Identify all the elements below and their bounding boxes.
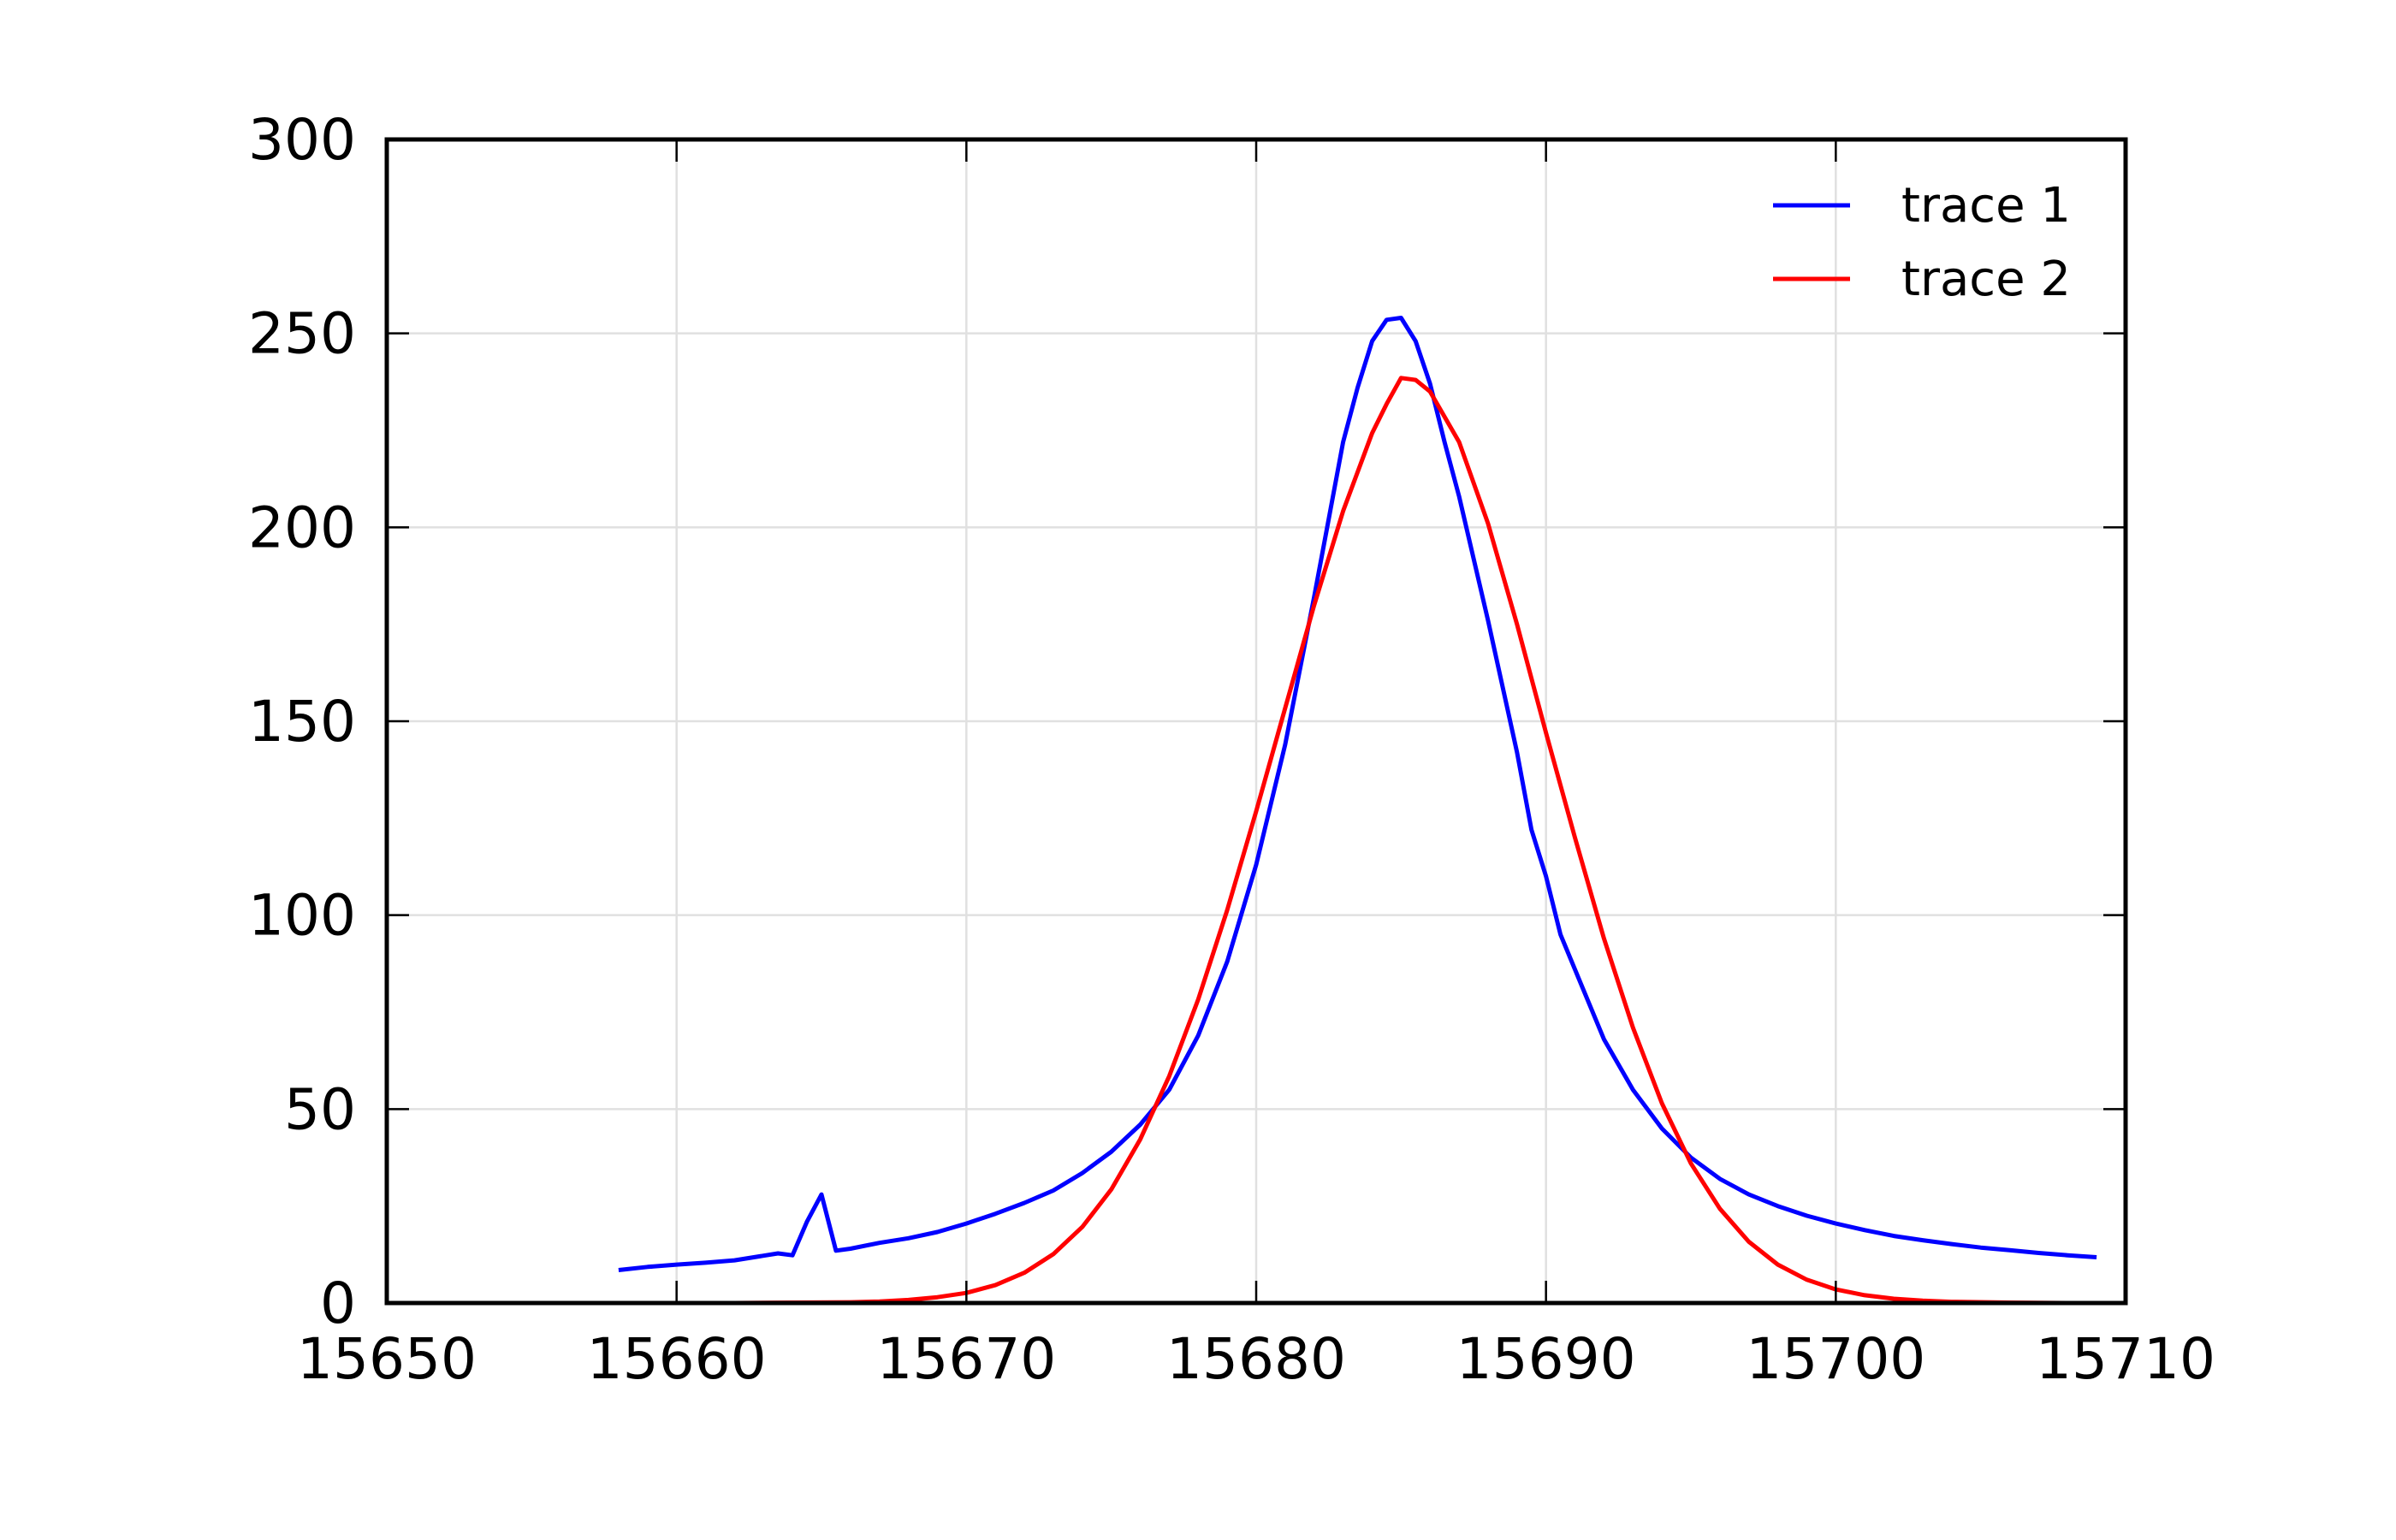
y-tick-label: 300 (248, 107, 356, 173)
y-tick-label: 100 (248, 883, 356, 949)
legend: trace 1 trace 2 (1773, 178, 2071, 307)
legend-label-1: trace 1 (1901, 178, 2071, 234)
legend-label-2: trace 2 (1901, 252, 2071, 307)
x-tick-label: 15700 (1746, 1326, 1925, 1392)
x-tick-label: 15680 (1166, 1326, 1346, 1392)
y-tick-label: 50 (284, 1076, 356, 1142)
series-line-2 (618, 376, 2126, 1306)
y-tick-label: 150 (248, 689, 356, 755)
tick-labels: 15650 15660 15670 15680 15690 15700 15710 0 50 10… (248, 107, 2215, 1392)
y-tick-label: 0 (320, 1270, 356, 1336)
x-tick-label: 15670 (876, 1326, 1056, 1392)
y-tick-label: 200 (248, 495, 356, 560)
series-layer (618, 316, 2126, 1306)
grid (387, 139, 2126, 1303)
y-tick-label: 250 (248, 301, 356, 367)
x-tick-label: 15660 (587, 1326, 767, 1392)
x-tick-label: 15690 (1456, 1326, 1636, 1392)
x-tick-label: 15710 (2036, 1326, 2215, 1392)
ticks (387, 139, 2126, 1303)
x-tick-label: 15650 (297, 1326, 477, 1392)
series-line-1 (618, 316, 2097, 1272)
